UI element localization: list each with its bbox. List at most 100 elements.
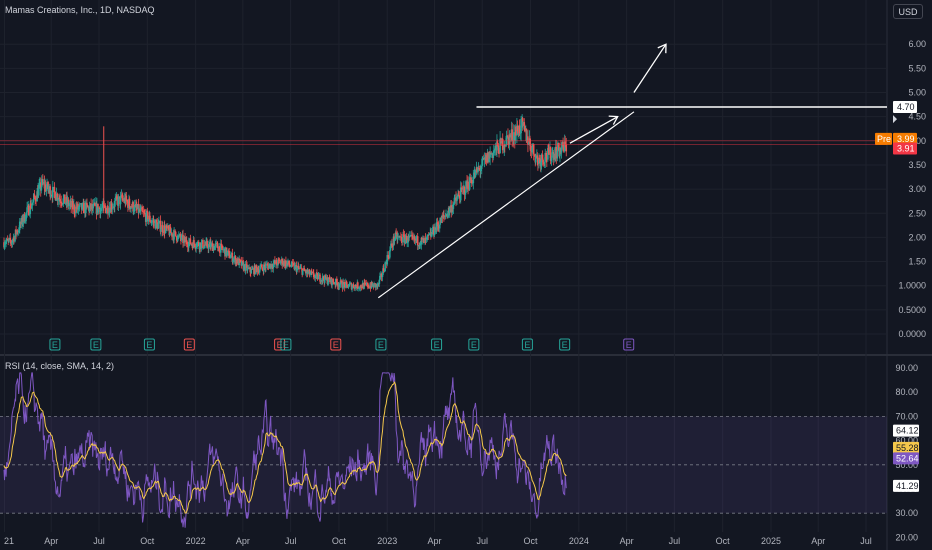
candle-body xyxy=(551,152,554,153)
candle-body xyxy=(467,181,469,189)
candle-body xyxy=(129,205,131,209)
candle-body xyxy=(562,141,564,147)
earnings-marker-box xyxy=(90,338,102,351)
drawing-annotations[interactable] xyxy=(377,43,887,299)
candle-body xyxy=(545,152,548,159)
candle-body xyxy=(368,287,370,289)
candle-body xyxy=(61,203,64,205)
candle-body xyxy=(206,240,208,247)
candle-body xyxy=(189,238,192,245)
rsi-tick-label: 30.00 xyxy=(895,508,918,518)
candle-body xyxy=(244,263,247,271)
candle-body xyxy=(317,275,320,280)
candle-body xyxy=(474,170,477,177)
candle-body xyxy=(143,212,145,214)
earnings-marker: E xyxy=(146,340,152,350)
candle-body xyxy=(178,234,181,236)
candle-body xyxy=(512,132,515,141)
candle-body xyxy=(67,199,70,207)
candle-body xyxy=(29,203,32,215)
candle-body xyxy=(163,225,166,233)
candle-body xyxy=(187,242,190,248)
candle-body xyxy=(559,147,561,157)
candle-body xyxy=(507,135,509,138)
candle-body xyxy=(321,276,324,281)
candle-body xyxy=(494,148,496,152)
candle-body xyxy=(300,267,303,269)
candle-body xyxy=(25,213,27,222)
candle-body xyxy=(229,257,232,259)
candle-body xyxy=(186,244,189,248)
price-tick-label: 6.00 xyxy=(908,39,926,49)
candle-body xyxy=(360,287,363,289)
candle-body xyxy=(309,274,311,275)
candle-body xyxy=(319,274,321,282)
candle-body xyxy=(408,235,411,238)
candle-body xyxy=(489,152,491,158)
candle-body xyxy=(191,244,194,249)
candle-body xyxy=(479,168,482,172)
time-tick-label: Jul xyxy=(93,536,105,546)
rsi-lower-value-label-bg xyxy=(893,452,919,465)
candle-body xyxy=(231,253,234,262)
candle-body xyxy=(270,264,273,269)
candle-body xyxy=(130,206,133,208)
price-tick-label: 1.0000 xyxy=(898,281,926,291)
candle-body xyxy=(303,268,306,271)
price-tick-label: 1.50 xyxy=(908,257,926,267)
candle-body xyxy=(164,228,167,233)
price-tick-label: 3.50 xyxy=(908,160,926,170)
currency-button[interactable]: USD xyxy=(893,4,923,19)
candle-body xyxy=(299,267,302,269)
candle-body xyxy=(96,203,98,214)
candle-body xyxy=(394,232,397,239)
candle-body xyxy=(184,236,186,243)
earnings-marker-box xyxy=(274,338,286,351)
candle-body xyxy=(526,136,528,142)
candle-body xyxy=(56,193,59,201)
candle-body xyxy=(445,214,447,216)
candle-body xyxy=(158,220,161,222)
candle-body xyxy=(369,285,372,289)
candle-body xyxy=(49,186,51,197)
candle-body xyxy=(74,212,76,214)
candle-body xyxy=(348,284,351,287)
candle-body xyxy=(327,277,330,283)
time-tick-label: 2023 xyxy=(377,536,397,546)
candle-body xyxy=(483,157,486,160)
candle-body xyxy=(472,176,475,184)
candle-body xyxy=(157,223,160,229)
candle-body xyxy=(147,219,150,222)
earnings-marker-box xyxy=(143,338,155,351)
candle-body xyxy=(357,282,359,289)
candle-body xyxy=(557,142,559,151)
time-tick-label: Apr xyxy=(236,536,250,546)
rsi-tick-label: 20.00 xyxy=(895,532,918,542)
candle-body xyxy=(400,236,402,238)
earnings-marker-box xyxy=(280,338,292,351)
candle-body xyxy=(238,258,240,266)
candle-body xyxy=(22,214,25,223)
candle-body xyxy=(237,258,239,266)
candle-body xyxy=(288,264,291,266)
candle-body xyxy=(196,243,198,247)
rsi-value-label: 64.12 xyxy=(896,426,919,436)
candle-body xyxy=(259,266,261,270)
candle-body xyxy=(322,276,325,280)
candle-body xyxy=(60,201,63,204)
earnings-marker-box xyxy=(330,338,342,351)
candle-body xyxy=(555,146,558,159)
candle-body xyxy=(68,204,70,207)
candle-body xyxy=(161,225,164,233)
candle-body xyxy=(150,222,153,224)
candle-body xyxy=(147,212,149,222)
candle-body xyxy=(540,162,542,167)
candle-body xyxy=(547,148,550,150)
earnings-marker-box xyxy=(183,338,195,351)
candle-body xyxy=(90,203,92,210)
candle-body xyxy=(113,206,116,208)
candle-body xyxy=(536,155,539,159)
time-tick-label: Oct xyxy=(332,536,347,546)
